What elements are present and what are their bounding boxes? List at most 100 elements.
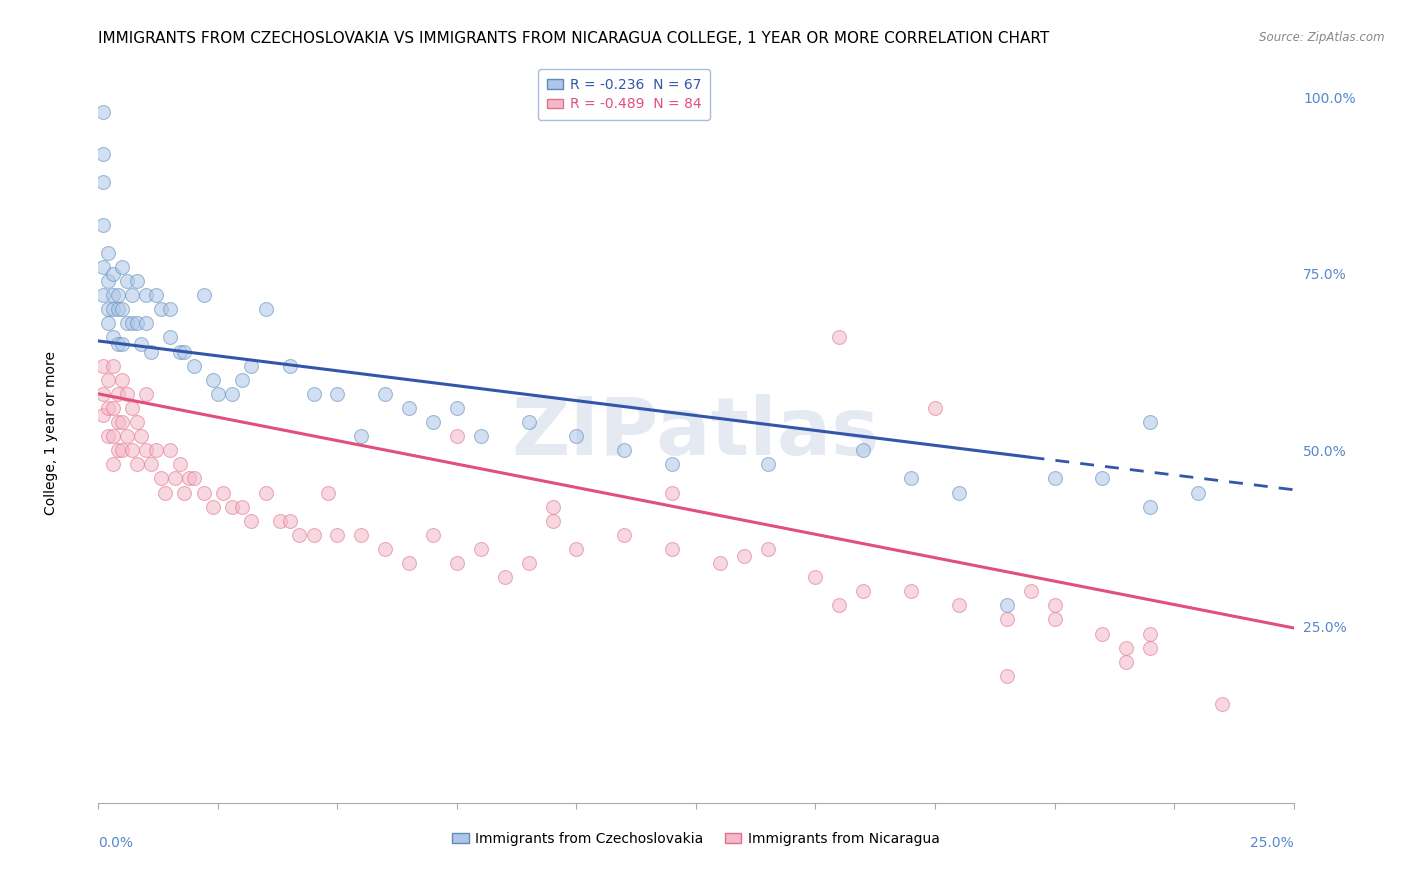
Point — [211, 485, 233, 500]
Point — [733, 549, 755, 563]
Point — [107, 337, 129, 351]
Point — [139, 344, 162, 359]
Point — [661, 541, 683, 556]
Point — [828, 599, 851, 613]
Point — [995, 599, 1018, 613]
Point — [135, 288, 157, 302]
Point — [159, 330, 181, 344]
Point — [111, 302, 134, 317]
Point — [1115, 640, 1137, 655]
Point — [1043, 612, 1066, 626]
Point — [107, 443, 129, 458]
Point — [91, 408, 114, 422]
Point — [145, 288, 167, 302]
Point — [125, 274, 148, 288]
Point — [852, 443, 875, 458]
Point — [107, 288, 129, 302]
Point — [565, 429, 588, 443]
Point — [1043, 471, 1066, 485]
Point — [828, 330, 851, 344]
Text: College, 1 year or more: College, 1 year or more — [44, 351, 58, 515]
Text: Source: ZipAtlas.com: Source: ZipAtlas.com — [1260, 31, 1385, 45]
Point — [115, 429, 138, 443]
Point — [1139, 415, 1161, 429]
Point — [169, 458, 191, 472]
Point — [517, 415, 540, 429]
Point — [398, 401, 420, 415]
Point — [613, 443, 636, 458]
Point — [326, 387, 349, 401]
Point — [97, 302, 120, 317]
Point — [446, 401, 468, 415]
Point — [91, 218, 114, 232]
Point — [948, 485, 970, 500]
Point — [115, 316, 138, 330]
Point — [91, 260, 114, 274]
Point — [97, 401, 120, 415]
Point — [374, 541, 396, 556]
Point — [179, 471, 201, 485]
Point — [541, 500, 564, 514]
Text: ZIPatlas: ZIPatlas — [512, 393, 880, 472]
Point — [470, 429, 492, 443]
Point — [135, 316, 157, 330]
Point — [163, 471, 186, 485]
Text: 0.0%: 0.0% — [98, 836, 134, 850]
Point — [494, 570, 516, 584]
Point — [135, 387, 157, 401]
Point — [900, 471, 922, 485]
Point — [97, 429, 120, 443]
Point — [1091, 626, 1114, 640]
Point — [1091, 471, 1114, 485]
Point — [139, 458, 162, 472]
Point — [326, 528, 349, 542]
Point — [924, 401, 946, 415]
Point — [169, 344, 191, 359]
Point — [422, 528, 444, 542]
Point — [101, 267, 124, 281]
Point — [1043, 599, 1066, 613]
Point — [97, 245, 120, 260]
Point — [97, 373, 120, 387]
Point — [1139, 500, 1161, 514]
Point — [111, 373, 134, 387]
Point — [121, 288, 143, 302]
Point — [101, 458, 124, 472]
Legend: Immigrants from Czechoslovakia, Immigrants from Nicaragua: Immigrants from Czechoslovakia, Immigran… — [446, 826, 946, 851]
Point — [111, 337, 134, 351]
Point — [173, 344, 195, 359]
Point — [121, 401, 143, 415]
Point — [91, 387, 114, 401]
Point — [111, 443, 134, 458]
Point — [101, 401, 124, 415]
Text: IMMIGRANTS FROM CZECHOSLOVAKIA VS IMMIGRANTS FROM NICARAGUA COLLEGE, 1 YEAR OR M: IMMIGRANTS FROM CZECHOSLOVAKIA VS IMMIGR… — [98, 31, 1050, 46]
Point — [101, 429, 124, 443]
Point — [115, 387, 138, 401]
Point — [900, 584, 922, 599]
Point — [91, 147, 114, 161]
Point — [278, 359, 301, 373]
Point — [97, 316, 120, 330]
Point — [101, 330, 124, 344]
Point — [1187, 485, 1209, 500]
Point — [202, 500, 225, 514]
Point — [107, 302, 129, 317]
Point — [288, 528, 311, 542]
Point — [709, 556, 731, 570]
Point — [446, 429, 468, 443]
Point — [125, 458, 148, 472]
Point — [115, 274, 138, 288]
Point — [302, 528, 325, 542]
Point — [661, 458, 683, 472]
Point — [374, 387, 396, 401]
Point — [278, 514, 301, 528]
Point — [240, 359, 263, 373]
Point — [1139, 640, 1161, 655]
Point — [398, 556, 420, 570]
Point — [183, 359, 205, 373]
Point — [159, 302, 181, 317]
Point — [995, 612, 1018, 626]
Point — [202, 373, 225, 387]
Point — [422, 415, 444, 429]
Point — [145, 443, 167, 458]
